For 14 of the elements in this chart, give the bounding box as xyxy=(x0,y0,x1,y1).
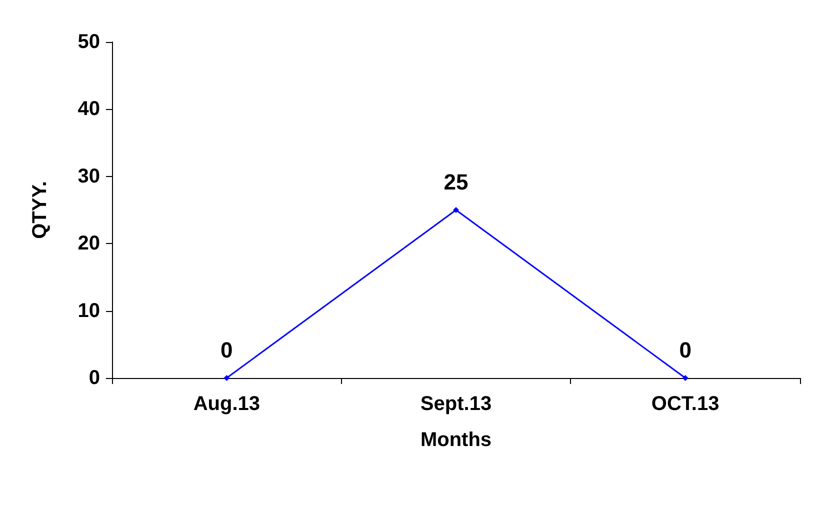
x-axis-title: Months xyxy=(420,429,492,451)
x-tick-label: OCT.13 xyxy=(651,393,720,415)
y-tick-label: 10 xyxy=(78,300,100,322)
data-label: 25 xyxy=(444,170,468,194)
data-label: 0 xyxy=(220,338,233,362)
data-label: 0 xyxy=(679,338,692,362)
y-tick-label: 0 xyxy=(88,367,100,389)
y-axis-title: QTYY. xyxy=(29,181,51,239)
y-tick-label: 20 xyxy=(78,232,100,255)
y-tick-label: 30 xyxy=(78,165,100,188)
x-tick-label: Sept.13 xyxy=(420,393,492,415)
x-tick-label: Aug.13 xyxy=(193,393,260,415)
y-tick-label: 50 xyxy=(78,31,100,53)
y-tick-label: 40 xyxy=(78,98,100,120)
